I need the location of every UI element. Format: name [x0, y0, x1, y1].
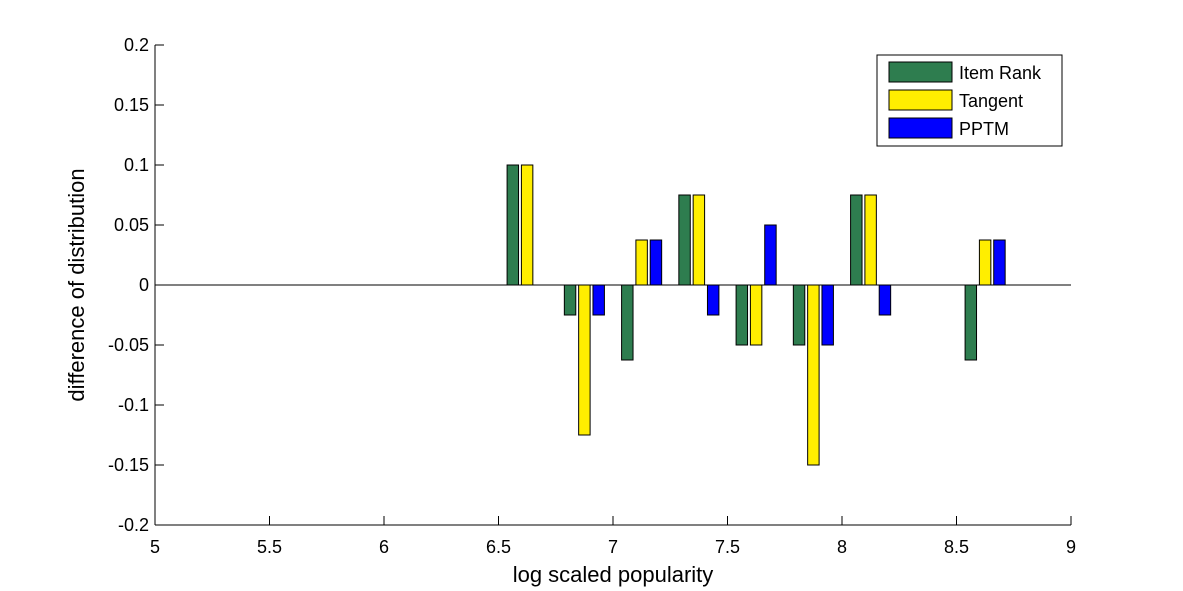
bar-pptm [821, 284, 834, 346]
chart-legend: Item Rank Tangent PPTM [876, 54, 1063, 147]
x-tick-label: 6 [379, 537, 389, 557]
bar-series-group [155, 164, 1071, 466]
x-tick-label: 8 [837, 537, 847, 557]
x-tick-label: 8.5 [944, 537, 969, 557]
bar-item-rank [792, 284, 806, 346]
bar-tangent [635, 239, 648, 286]
bar-item-rank [735, 284, 749, 346]
bar-tangent [749, 284, 763, 346]
bar-tangent [520, 164, 534, 286]
x-tick-label: 7.5 [715, 537, 740, 557]
y-tick-label: 0.2 [124, 35, 149, 55]
y-tick-label: 0 [139, 275, 149, 295]
bar-pptm [993, 239, 1006, 286]
bar-tangent [978, 239, 992, 286]
bar-item-rank [621, 284, 634, 361]
bar-item-rank [964, 284, 978, 361]
y-tick-label: -0.15 [108, 455, 149, 475]
legend-label-item-rank: Item Rank [959, 63, 1042, 83]
bar-tangent [864, 194, 877, 286]
legend-swatch-pptm [888, 117, 953, 139]
y-tick-label: -0.1 [118, 395, 149, 415]
y-tick-label: 0.05 [114, 215, 149, 235]
y-axis-title: difference of distribution [64, 168, 89, 401]
y-axis-ticks: 0.2 0.15 0.1 0.05 0 -0.05 -0.1 -0.15 -0.2 [108, 35, 164, 535]
bar-item-rank [678, 194, 691, 286]
y-tick-label: -0.2 [118, 515, 149, 535]
x-tick-label: 9 [1066, 537, 1076, 557]
legend-label-pptm: PPTM [959, 119, 1009, 139]
y-tick-label: 0.15 [114, 95, 149, 115]
y-tick-label: -0.05 [108, 335, 149, 355]
x-axis-ticks: 5 5.5 6 6.5 7 7.5 8 8.5 9 [150, 516, 1076, 557]
bar-item-rank [506, 164, 520, 286]
x-tick-label: 5.5 [257, 537, 282, 557]
legend-swatch-item-rank [888, 61, 953, 83]
x-tick-label: 6.5 [486, 537, 511, 557]
plot-area: 0.2 0.15 0.1 0.05 0 -0.05 -0.1 -0.15 -0.2 5 5.5 6 6… [108, 35, 1076, 557]
x-tick-label: 5 [150, 537, 160, 557]
bar-item-rank [563, 284, 577, 316]
y-tick-label: 0.1 [124, 155, 149, 175]
legend-label-tangent: Tangent [959, 91, 1023, 111]
bar-pptm [764, 224, 777, 286]
bar-tangent [578, 284, 591, 436]
bar-pptm [706, 284, 720, 316]
x-tick-label: 7 [608, 537, 618, 557]
bar-tangent [692, 194, 706, 286]
bar-item-rank [850, 194, 863, 286]
bar-pptm [878, 284, 892, 316]
bar-pptm [592, 284, 605, 316]
bar-tangent [807, 284, 820, 466]
x-axis-title: log scaled popularity [513, 562, 714, 587]
legend-swatch-tangent [888, 89, 953, 111]
bar-pptm [649, 239, 663, 286]
